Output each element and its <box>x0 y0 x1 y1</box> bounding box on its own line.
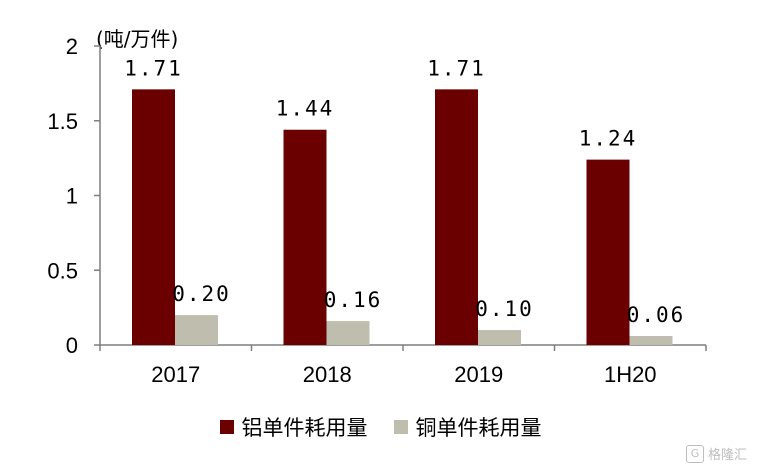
legend-item-copper: 铜单件耗用量 <box>393 412 542 442</box>
x-axis: 2017 2018 2019 1H20 <box>99 344 707 387</box>
y-axis: 0 0.5 1 1.5 2 <box>47 34 101 358</box>
data-label-copper: 0.10 <box>475 297 534 321</box>
data-labels: 1.71 1.44 1.71 1.24 0.20 0.16 0.10 0.06 <box>124 56 686 327</box>
legend-label-aluminum: 铝单件耗用量 <box>241 416 368 440</box>
bar-copper <box>629 336 673 345</box>
legend-item-aluminum: 铝单件耗用量 <box>219 412 368 442</box>
data-label-aluminum: 1.44 <box>276 97 335 121</box>
bar-aluminum <box>435 89 478 345</box>
legend-label-copper: 铜单件耗用量 <box>415 416 542 440</box>
y-tick-label: 0.5 <box>47 258 78 283</box>
y-unit-label: (吨/万件) <box>96 27 178 51</box>
legend-swatch-copper <box>393 420 408 434</box>
bar-aluminum <box>586 159 630 345</box>
watermark-text: 格隆汇 <box>707 448 747 463</box>
y-tick-label: 2 <box>66 34 78 59</box>
bar-copper <box>326 321 370 345</box>
y-tick-label: 1 <box>66 184 78 209</box>
bar-copper <box>175 315 218 345</box>
bar-chart: (吨/万件) 00.511.52 2017 2018 2019 1H20 1.711.… <box>47 27 707 387</box>
y-tick-label: 1.5 <box>47 109 78 134</box>
watermark: G 格隆汇 <box>685 444 747 463</box>
data-label-aluminum: 1.24 <box>579 127 638 151</box>
legend-swatch-aluminum <box>219 420 234 434</box>
data-label-aluminum: 1.71 <box>427 56 486 80</box>
x-tick-label: 2018 <box>303 362 352 387</box>
x-tick-label: 2017 <box>151 362 200 387</box>
data-label-copper: 0.20 <box>172 282 231 306</box>
bar-aluminum <box>132 89 175 345</box>
bars <box>132 89 673 345</box>
x-tick-label: 1H20 <box>604 362 657 387</box>
data-label-copper: 0.16 <box>324 288 383 312</box>
bar-copper <box>478 330 521 345</box>
y-tick-label: 0 <box>66 333 78 358</box>
gelonghui-logo-icon: G <box>685 444 704 463</box>
data-label-copper: 0.06 <box>627 303 686 327</box>
x-tick-label: 2019 <box>454 362 503 387</box>
data-label-aluminum: 1.71 <box>124 56 183 80</box>
legend: 铝单件耗用量 铜单件耗用量 <box>0 412 761 442</box>
bar-aluminum <box>283 129 327 345</box>
